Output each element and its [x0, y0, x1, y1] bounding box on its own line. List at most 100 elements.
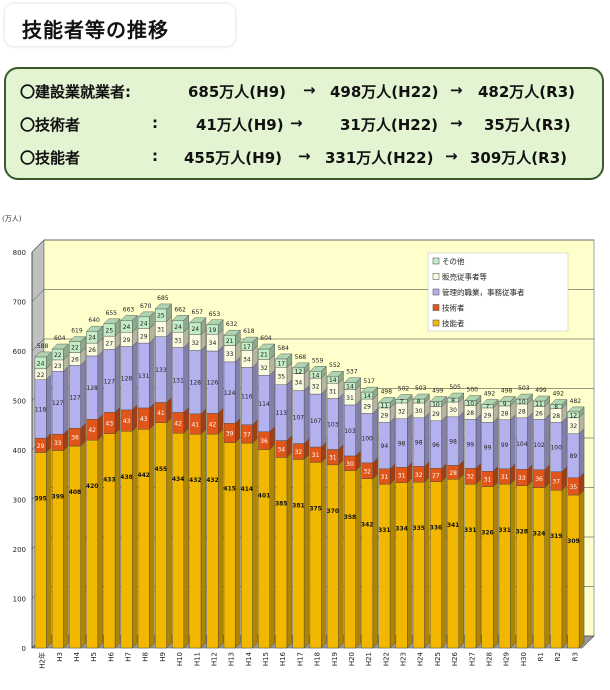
- data-label: 24: [174, 324, 182, 331]
- bar-segment-side: [527, 480, 533, 649]
- data-label: 14: [363, 393, 371, 400]
- x-tick-label: H17: [296, 652, 304, 666]
- data-label: 331: [464, 527, 477, 534]
- bar-segment-side: [492, 481, 499, 649]
- data-label: 133: [155, 367, 167, 374]
- bar-segment: [498, 483, 511, 649]
- data-label: 30: [449, 407, 457, 414]
- y-tick-label: 300: [13, 497, 26, 505]
- data-label: 26: [535, 410, 543, 417]
- summary-value-h9: 685万人(H9): [188, 83, 287, 101]
- data-label: 375: [309, 505, 322, 512]
- total-label: 604: [260, 335, 272, 342]
- x-tick-label: H13: [228, 652, 236, 666]
- data-label: 29: [432, 411, 440, 418]
- bar-top: [240, 336, 258, 343]
- data-label: 36: [71, 435, 79, 442]
- x-tick-label: H8: [142, 652, 150, 662]
- bar-top: [206, 319, 224, 325]
- bar-segment-side: [269, 444, 275, 649]
- bar-segment: [550, 489, 563, 649]
- data-label: 370: [327, 508, 340, 515]
- bar-segment: [344, 470, 356, 649]
- bar-top: [257, 343, 276, 350]
- data-label: 25: [157, 313, 165, 320]
- total-label: 559: [312, 357, 324, 364]
- bar-segment: [326, 464, 339, 649]
- data-label: 32: [260, 365, 268, 372]
- data-label: 29: [140, 333, 148, 340]
- bar-segment: [292, 459, 305, 649]
- data-label: 442: [137, 472, 150, 479]
- data-label: 10: [466, 400, 474, 407]
- data-label: 14: [346, 384, 354, 391]
- x-tick-label: H22: [382, 652, 390, 666]
- bar-segment-side: [252, 361, 258, 426]
- data-label: 19: [209, 327, 217, 334]
- data-label: 324: [533, 531, 546, 538]
- data-label: 103: [327, 422, 339, 429]
- gridline: [31, 338, 594, 352]
- data-label: 31: [398, 472, 406, 479]
- data-label: 434: [172, 476, 185, 483]
- data-label: 33: [518, 475, 526, 482]
- data-label: 24: [123, 324, 131, 331]
- total-label: 604: [54, 335, 66, 342]
- bar-segment-side: [114, 428, 121, 649]
- legend-swatch: [432, 273, 440, 280]
- data-label: 118: [35, 406, 47, 413]
- data-label: 99: [501, 442, 509, 449]
- total-label: 662: [174, 306, 186, 313]
- data-label: 128: [121, 376, 133, 383]
- x-tick-label: H2年: [38, 652, 47, 669]
- total-label: 670: [140, 303, 152, 310]
- bar-top: [395, 394, 413, 400]
- x-tick-label: H3: [56, 652, 64, 662]
- data-label: 24: [191, 326, 199, 333]
- total-label: 503: [415, 385, 427, 392]
- x-tick-label: H6: [107, 651, 115, 661]
- data-label: 328: [516, 529, 529, 536]
- summary-value-r3: 309万人(R3): [470, 149, 568, 167]
- data-label: 14: [312, 372, 320, 379]
- data-label: 8: [417, 398, 421, 405]
- x-tick-label: H4: [73, 651, 81, 661]
- data-label: 399: [52, 493, 65, 500]
- data-label: 31: [157, 326, 165, 333]
- total-label: 492: [484, 390, 496, 397]
- y-tick-label: 200: [13, 546, 26, 554]
- bar-segment: [464, 483, 477, 649]
- data-label: 29: [381, 413, 389, 420]
- bar-segment-side: [235, 356, 241, 424]
- bar-segment: [515, 485, 528, 649]
- x-tick-label: H24: [417, 651, 425, 666]
- bar-segment-side: [97, 434, 104, 649]
- data-label: 22: [71, 345, 79, 352]
- data-label: 32: [295, 449, 303, 456]
- summary-value-h22: 331万人(H22): [325, 149, 434, 167]
- data-label: 89: [570, 453, 578, 460]
- data-label: 334: [395, 526, 408, 533]
- bar-top: [361, 386, 379, 393]
- bar-top: [412, 393, 430, 400]
- x-tick-label: H7: [125, 652, 133, 662]
- data-label: 336: [430, 525, 443, 532]
- bar-segment: [240, 442, 253, 649]
- bar-top: [292, 362, 310, 369]
- bar-segment-side: [321, 388, 327, 448]
- bar-segment-side: [355, 399, 361, 457]
- x-tick-label: H27: [468, 652, 476, 666]
- bar-segment: [412, 481, 425, 649]
- legend-swatch: [432, 257, 440, 265]
- data-label: 31: [329, 455, 337, 462]
- x-tick-label: H11: [193, 652, 201, 666]
- bar-segment-side: [269, 369, 275, 433]
- y-tick-label: 0: [22, 645, 26, 653]
- data-label: 33: [226, 351, 234, 358]
- bar-segment: [223, 442, 236, 649]
- x-tick-label: H26: [451, 651, 459, 666]
- data-label: 32: [466, 474, 474, 481]
- data-label: 31: [381, 474, 389, 481]
- data-label: 113: [275, 410, 287, 417]
- summary-label: 〇建設業就業者:: [20, 83, 131, 101]
